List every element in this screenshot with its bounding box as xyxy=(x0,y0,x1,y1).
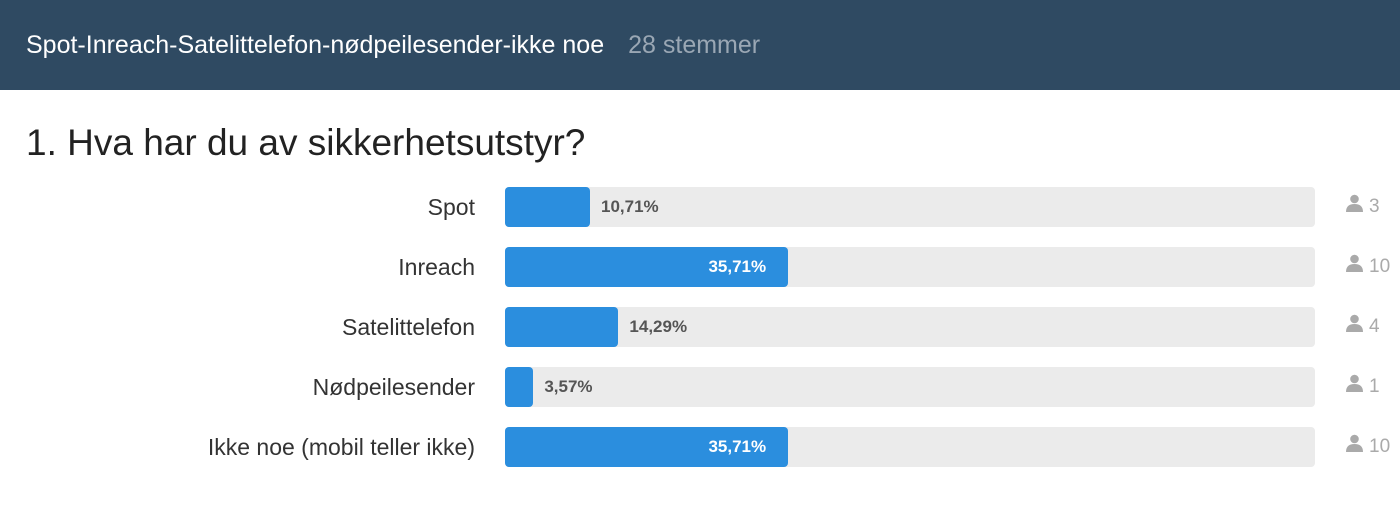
count-value: 4 xyxy=(1369,316,1380,337)
result-row: Inreach 35,71% 10 xyxy=(0,247,1400,287)
voter-count: 4 xyxy=(1346,307,1380,347)
person-icon xyxy=(1346,187,1363,227)
question-title: 1. Hva har du av sikkerhetsutstyr? xyxy=(26,122,586,163)
percent-label: 35,71% xyxy=(708,257,767,276)
vote-count: 28 stemmer xyxy=(628,30,761,59)
bar-track: 10,71% xyxy=(505,187,1315,227)
count-value: 10 xyxy=(1369,256,1391,277)
poll-header: Spot-Inreach-Satelittelefon-nødpeilesend… xyxy=(0,0,1400,90)
bar-track: 3,57% xyxy=(505,367,1315,407)
person-icon xyxy=(1346,427,1363,467)
bar-track: 35,71% xyxy=(505,427,1315,467)
percent-label: 14,29% xyxy=(629,317,688,336)
count-value: 10 xyxy=(1369,436,1391,457)
bar-track: 14,29% xyxy=(505,307,1315,347)
bar-track: 35,71% xyxy=(505,247,1315,287)
voter-count: 3 xyxy=(1346,187,1380,227)
voter-count: 1 xyxy=(1346,367,1380,407)
result-row: Nødpeilesender 3,57% 1 xyxy=(0,367,1400,407)
percent-label: 3,57% xyxy=(544,377,593,396)
bar-fill xyxy=(505,307,619,347)
bar-fill xyxy=(505,247,789,287)
result-row: Satelittelefon 14,29% 4 xyxy=(0,307,1400,347)
option-label: Ikke noe (mobil teller ikke) xyxy=(207,434,475,460)
person-icon xyxy=(1346,307,1363,347)
person-icon xyxy=(1346,367,1363,407)
option-label: Nødpeilesender xyxy=(312,374,475,400)
bar-fill xyxy=(505,187,591,227)
result-row: Ikke noe (mobil teller ikke) 35,71% 10 xyxy=(0,427,1400,467)
bar-fill xyxy=(505,427,789,467)
percent-label: 10,71% xyxy=(601,197,659,216)
option-label: Inreach xyxy=(398,254,475,280)
option-label: Satelittelefon xyxy=(342,314,475,340)
person-icon xyxy=(1346,247,1363,287)
poll-title: Spot-Inreach-Satelittelefon-nødpeilesend… xyxy=(26,30,605,59)
voter-count: 10 xyxy=(1346,427,1390,467)
result-row: Spot 10,71% 3 xyxy=(0,187,1400,227)
count-value: 1 xyxy=(1369,376,1380,397)
voter-count: 10 xyxy=(1346,247,1390,287)
option-label: Spot xyxy=(427,194,475,220)
bar-fill xyxy=(505,367,534,407)
percent-label: 35,71% xyxy=(708,437,767,456)
count-value: 3 xyxy=(1369,196,1380,217)
